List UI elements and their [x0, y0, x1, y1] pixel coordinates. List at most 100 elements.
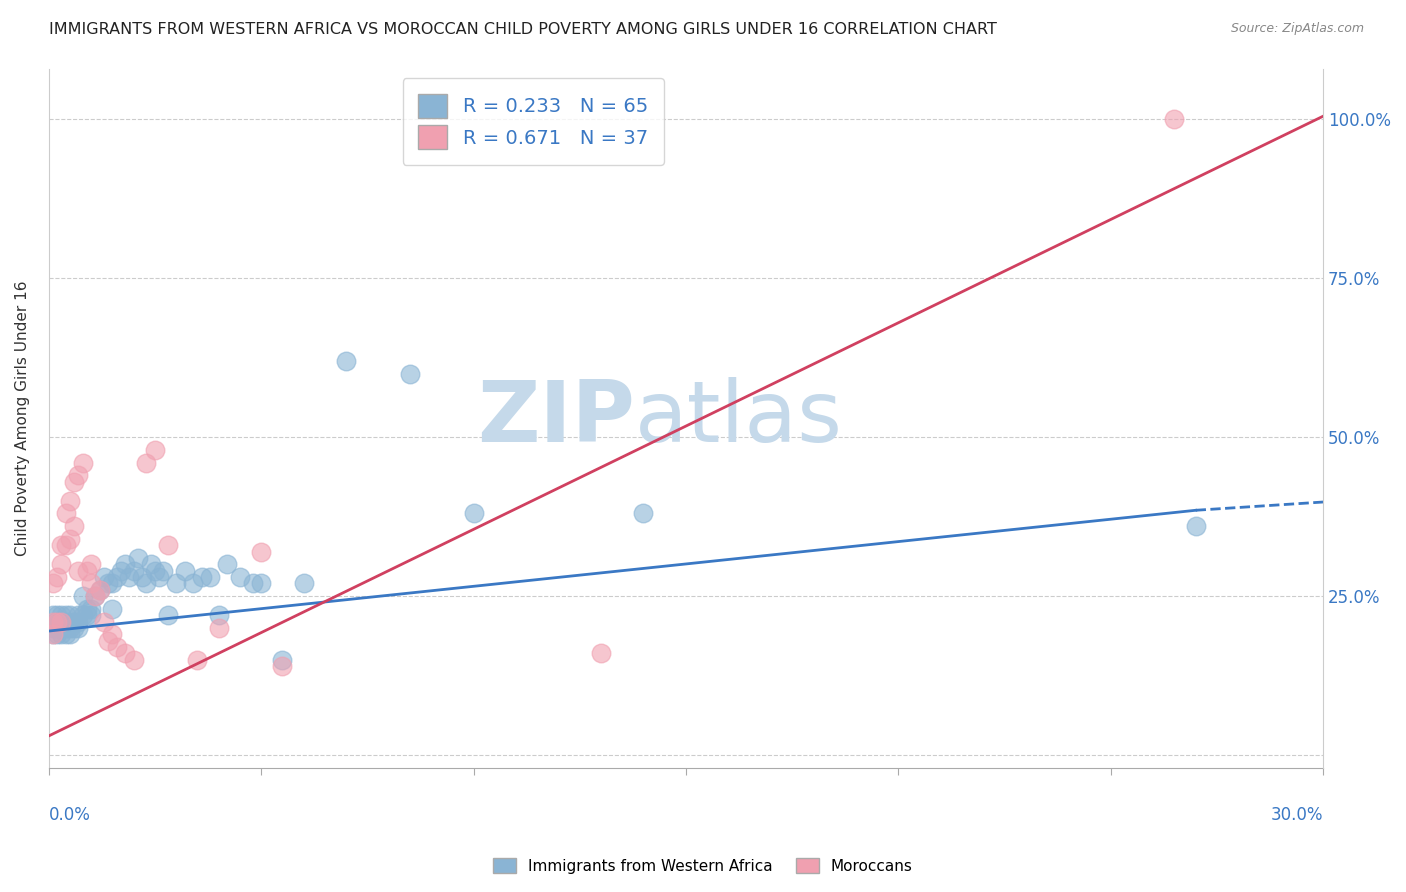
Point [59, 621, 82, 635]
Point [59, 493, 82, 508]
Point [1184, 519, 1206, 533]
Point [143, 442, 166, 457]
Point [51, 558, 73, 572]
Point [80, 608, 103, 623]
Text: IMMIGRANTS FROM WESTERN AFRICA VS MOROCCAN CHILD POVERTY AMONG GIRLS UNDER 16 CO: IMMIGRANTS FROM WESTERN AFRICA VS MOROCC… [49, 22, 997, 37]
Point [51, 627, 73, 641]
Point [122, 564, 145, 578]
Point [80, 576, 103, 591]
Text: 0.0%: 0.0% [49, 806, 90, 824]
Point [148, 570, 170, 584]
Point [186, 653, 208, 667]
Point [589, 646, 612, 660]
Point [335, 354, 357, 368]
Point [139, 558, 162, 572]
Point [101, 602, 124, 616]
Point [76, 608, 98, 623]
Point [55, 627, 77, 641]
Point [51, 615, 73, 629]
Point [51, 538, 73, 552]
Point [46, 627, 69, 641]
Point [208, 621, 231, 635]
Point [59, 608, 82, 623]
Text: Source: ZipAtlas.com: Source: ZipAtlas.com [1230, 22, 1364, 36]
Point [181, 576, 204, 591]
Point [101, 576, 124, 591]
Point [42, 627, 65, 641]
Point [93, 615, 115, 629]
Point [67, 608, 90, 623]
Point [271, 659, 294, 673]
Point [42, 627, 65, 641]
Point [80, 558, 103, 572]
Point [55, 621, 77, 635]
Point [63, 519, 86, 533]
Point [59, 627, 82, 641]
Point [89, 582, 111, 597]
Point [250, 544, 273, 558]
Point [633, 507, 655, 521]
Point [398, 367, 420, 381]
Point [105, 570, 128, 584]
Point [42, 621, 65, 635]
Point [59, 532, 82, 546]
Point [55, 615, 77, 629]
Point [143, 564, 166, 578]
Point [67, 621, 90, 635]
Point [271, 653, 294, 667]
Point [110, 564, 132, 578]
Point [250, 576, 273, 591]
Point [135, 456, 157, 470]
Legend: R = 0.233   N = 65, R = 0.671   N = 37: R = 0.233 N = 65, R = 0.671 N = 37 [402, 78, 664, 165]
Legend: Immigrants from Western Africa, Moroccans: Immigrants from Western Africa, Moroccan… [486, 852, 920, 880]
Point [152, 564, 174, 578]
Point [46, 570, 69, 584]
Point [42, 576, 65, 591]
Point [135, 576, 157, 591]
Point [72, 456, 94, 470]
Point [55, 507, 77, 521]
Point [67, 564, 90, 578]
Point [229, 570, 252, 584]
Point [463, 507, 485, 521]
Point [42, 615, 65, 629]
Point [63, 475, 86, 489]
Point [114, 646, 136, 660]
Point [51, 615, 73, 629]
Point [97, 633, 120, 648]
Point [118, 570, 141, 584]
Point [97, 576, 120, 591]
Point [242, 576, 264, 591]
Point [55, 608, 77, 623]
Point [198, 570, 221, 584]
Point [72, 589, 94, 603]
Point [51, 608, 73, 623]
Point [84, 589, 107, 603]
Point [67, 615, 90, 629]
Point [105, 640, 128, 654]
Point [114, 558, 136, 572]
Point [1163, 112, 1185, 127]
Point [131, 570, 153, 584]
Point [67, 468, 90, 483]
Point [292, 576, 315, 591]
Point [80, 602, 103, 616]
Y-axis label: Child Poverty Among Girls Under 16: Child Poverty Among Girls Under 16 [15, 280, 30, 556]
Point [63, 621, 86, 635]
Point [101, 627, 124, 641]
Point [122, 653, 145, 667]
Point [72, 608, 94, 623]
Point [89, 582, 111, 597]
Point [46, 621, 69, 635]
Point [46, 615, 69, 629]
Point [46, 615, 69, 629]
Point [156, 538, 179, 552]
Point [190, 570, 212, 584]
Point [93, 570, 115, 584]
Point [46, 608, 69, 623]
Point [84, 589, 107, 603]
Point [55, 538, 77, 552]
Point [76, 564, 98, 578]
Point [156, 608, 179, 623]
Point [165, 576, 187, 591]
